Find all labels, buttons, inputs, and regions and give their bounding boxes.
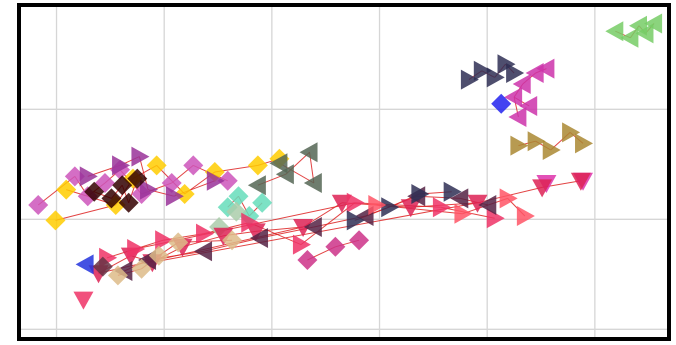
data-point (112, 155, 131, 176)
data-point (454, 203, 473, 224)
link-segment (55, 204, 116, 221)
data-point (131, 146, 150, 167)
data-point (222, 230, 243, 251)
data-point (527, 131, 546, 152)
data-point (206, 170, 225, 191)
data-point (460, 69, 479, 90)
data-point (325, 236, 346, 257)
data-point (644, 13, 663, 34)
data-point (217, 170, 238, 191)
data-point (504, 87, 523, 108)
data-point (252, 192, 273, 213)
data-point (486, 67, 505, 88)
data-point (213, 227, 234, 246)
data-point (297, 250, 318, 270)
data-point (303, 217, 322, 237)
data-point (250, 228, 269, 248)
grid-layer (21, 7, 667, 337)
data-point (299, 142, 318, 163)
data-point (478, 195, 497, 215)
data-point (620, 27, 639, 48)
data-point (79, 166, 98, 187)
marker-layer (28, 13, 663, 310)
data-point (101, 188, 122, 209)
data-point (194, 241, 213, 262)
data-point (269, 153, 288, 174)
data-point (241, 212, 260, 233)
data-point (45, 210, 66, 231)
data-point (293, 219, 314, 237)
data-point (75, 254, 94, 275)
data-point (112, 175, 133, 196)
data-point (443, 181, 462, 202)
data-point (486, 208, 505, 229)
data-point (168, 232, 189, 253)
data-point (84, 181, 105, 202)
data-point (400, 199, 421, 218)
data-point (292, 234, 311, 255)
data-point (411, 184, 430, 204)
data-point (146, 155, 167, 176)
data-point (542, 140, 561, 160)
data-point (368, 195, 387, 215)
data-point (140, 179, 159, 200)
data-point (512, 74, 531, 94)
data-point (570, 172, 591, 191)
data-point (118, 192, 139, 213)
data-point (275, 164, 294, 185)
data-point (562, 122, 581, 143)
data-point (92, 256, 113, 277)
data-point (73, 291, 94, 310)
data-point (247, 155, 268, 176)
data-point (450, 188, 469, 209)
data-point (131, 258, 152, 279)
data-point (107, 265, 128, 286)
data-point (381, 197, 400, 218)
data-point (183, 155, 204, 176)
data-point (605, 21, 624, 42)
data-point (245, 223, 266, 242)
data-point (174, 184, 195, 204)
data-point (247, 175, 266, 196)
data-point (349, 230, 370, 251)
data-point (635, 23, 654, 44)
data-point (473, 60, 492, 81)
data-point (499, 188, 518, 209)
data-point (432, 197, 451, 218)
data-point (491, 93, 512, 114)
data-point (575, 133, 594, 154)
data-point (532, 179, 553, 198)
data-point (467, 194, 488, 213)
data-point (303, 173, 322, 193)
data-point (28, 195, 49, 215)
data-point (228, 186, 249, 207)
data-point (165, 186, 184, 207)
data-point (510, 135, 529, 156)
data-point (127, 239, 146, 259)
data-point (56, 179, 77, 200)
data-point (148, 245, 169, 266)
data-point (346, 210, 365, 231)
data-point (506, 63, 525, 83)
data-point (536, 58, 555, 79)
data-point (519, 96, 538, 116)
data-point (127, 168, 148, 189)
data-point (346, 192, 365, 213)
data-point (508, 107, 527, 127)
data-point (155, 230, 174, 251)
data-point (196, 223, 215, 244)
link-segment (37, 176, 76, 206)
data-point (516, 206, 535, 226)
